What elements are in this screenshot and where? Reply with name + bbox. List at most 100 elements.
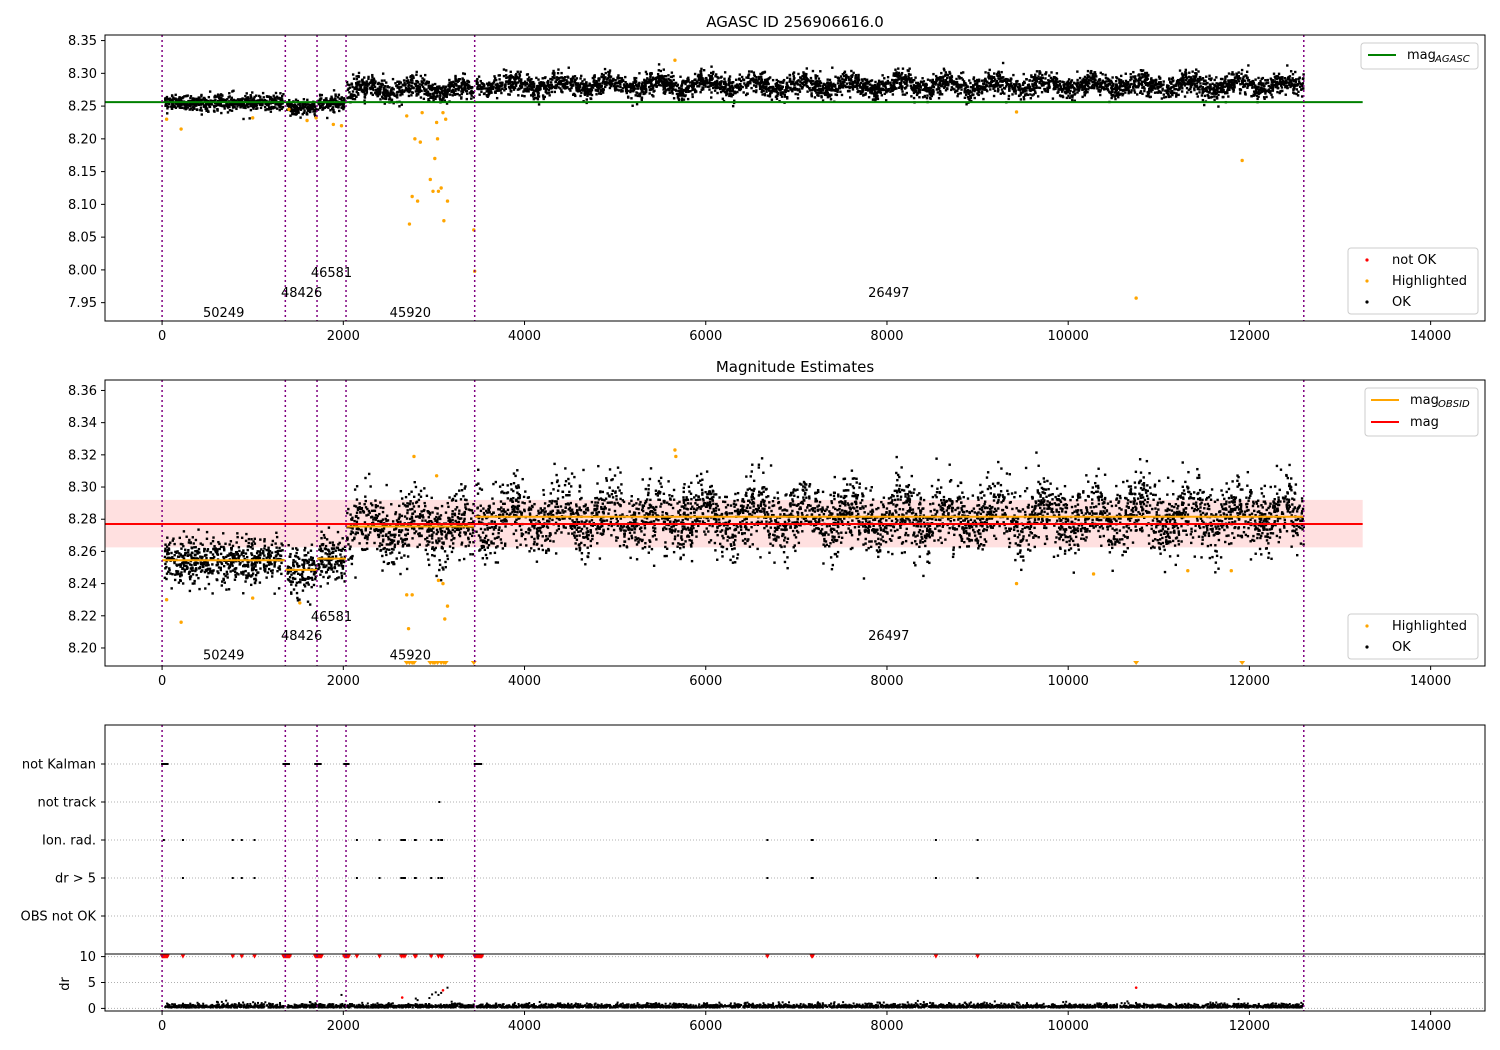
ok-point	[232, 98, 236, 102]
ok-point	[1157, 75, 1161, 78]
ok-point	[1083, 94, 1086, 97]
ok-point	[970, 91, 973, 94]
ok-point	[227, 96, 230, 99]
ok-point	[265, 99, 268, 103]
ok-point	[280, 107, 283, 111]
ok-point	[303, 105, 307, 109]
ok-point	[854, 76, 857, 80]
ok-point	[926, 78, 930, 81]
ok-point	[1053, 86, 1056, 90]
ok-point	[372, 83, 376, 87]
ok-point	[1076, 91, 1079, 94]
ok-point	[440, 98, 444, 102]
ok-point	[832, 84, 835, 87]
ok-point	[220, 104, 224, 107]
ok-point	[380, 82, 384, 86]
ok-point	[396, 96, 399, 99]
ok-point	[509, 85, 513, 88]
ok-point	[1227, 84, 1231, 87]
ok-point	[1217, 87, 1221, 90]
ok-point	[670, 80, 673, 84]
ok-point	[1187, 88, 1190, 92]
ok-point	[817, 77, 821, 80]
ok-point	[1271, 96, 1274, 99]
ok-point	[643, 78, 646, 82]
ok-point	[432, 95, 436, 98]
ok-point	[1034, 75, 1037, 79]
ok-point	[1259, 80, 1262, 83]
ok-point	[916, 81, 920, 85]
ok-point	[680, 84, 683, 88]
ok-point	[1175, 92, 1178, 95]
ok-point	[1051, 78, 1054, 81]
ok-point	[355, 95, 358, 98]
ok-point	[836, 82, 840, 85]
ok-point	[928, 88, 931, 92]
ok-point	[1104, 73, 1107, 77]
ok-point	[268, 97, 272, 101]
ok-point	[1283, 77, 1287, 80]
ok-point	[999, 84, 1003, 87]
ok-point	[1274, 77, 1277, 80]
ok-point	[497, 89, 500, 92]
ok-point	[302, 101, 306, 105]
ok-point	[1021, 90, 1025, 93]
ok-point	[967, 97, 970, 100]
ok-point	[729, 85, 732, 88]
ok-point	[942, 78, 945, 82]
ok-point	[482, 87, 486, 90]
ok-point	[922, 80, 926, 83]
ok-point	[670, 71, 674, 74]
ok-point	[278, 105, 282, 109]
ok-point	[1115, 92, 1118, 95]
ok-point	[766, 79, 769, 83]
ok-point	[521, 82, 525, 86]
ok-point	[641, 81, 644, 84]
ok-point	[1229, 83, 1232, 87]
ok-point	[1013, 84, 1017, 87]
ok-point	[750, 70, 753, 73]
ok-point	[172, 96, 175, 99]
ok-point	[183, 104, 186, 107]
ok-point	[1292, 87, 1295, 91]
ok-point	[252, 97, 255, 100]
ok-point	[532, 80, 535, 84]
ok-point	[850, 74, 853, 78]
ok-point	[249, 95, 253, 99]
ok-point	[1214, 93, 1218, 96]
ok-point	[1062, 86, 1066, 89]
ok-point	[309, 104, 313, 107]
ok-point	[1264, 79, 1267, 82]
ok-point	[178, 96, 181, 99]
ok-point	[1110, 88, 1114, 91]
ok-point	[639, 86, 643, 89]
ok-point	[1033, 88, 1036, 92]
ok-point	[400, 91, 404, 95]
ok-point	[205, 107, 209, 110]
ok-point	[710, 71, 713, 75]
ok-point	[562, 86, 565, 89]
ok-point	[1032, 93, 1035, 96]
ok-point	[325, 99, 328, 102]
ok-point	[1266, 81, 1270, 84]
ok-point	[1029, 97, 1033, 100]
ok-point	[164, 103, 168, 107]
ok-point	[818, 89, 821, 92]
ok-point	[960, 76, 963, 80]
ok-point	[415, 70, 418, 74]
ok-point	[298, 101, 301, 105]
ok-point	[990, 75, 994, 78]
ok-point	[466, 86, 470, 89]
panel-1-title: AGASC ID 256906616.0	[706, 13, 884, 31]
ok-point	[1238, 77, 1242, 80]
ok-point	[622, 83, 626, 86]
ok-point	[870, 92, 873, 95]
ok-point	[1227, 95, 1230, 98]
ok-point	[671, 92, 674, 95]
ok-point	[1062, 83, 1065, 87]
ok-point	[470, 94, 473, 97]
ok-point	[1054, 84, 1057, 88]
ok-point	[185, 103, 189, 106]
ok-point	[430, 96, 434, 99]
ok-point	[639, 92, 642, 95]
